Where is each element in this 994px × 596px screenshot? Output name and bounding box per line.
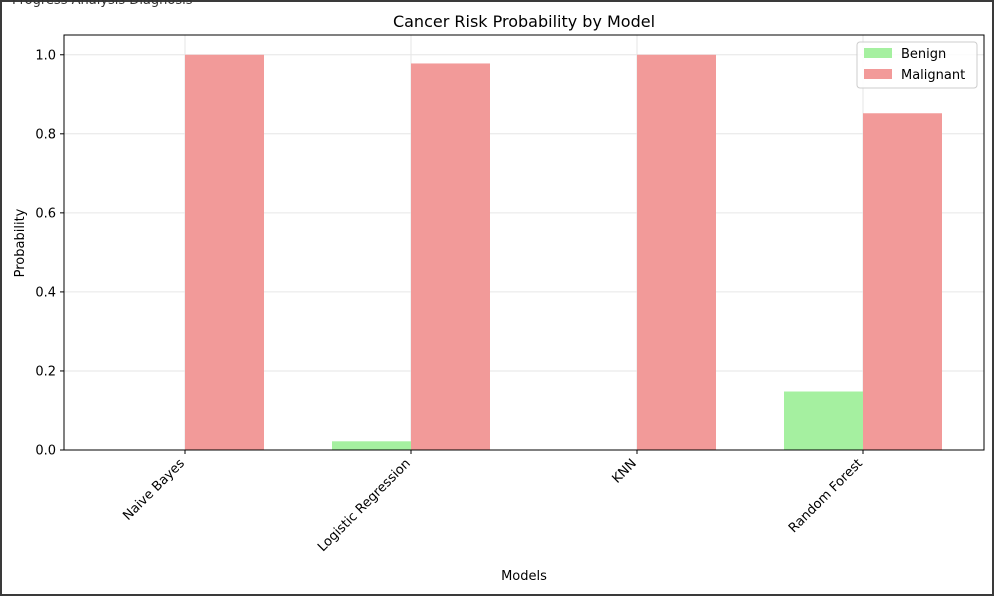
legend-swatch-malignant [864,69,892,79]
y-axis-label: Probability [13,208,28,277]
legend: Benign Malignant [856,41,978,89]
y-tick-label: 0.6 [35,206,56,221]
bar-benign-random-forest [784,391,863,450]
y-axis-ticks: 0.0 0.2 0.4 0.6 0.8 1.0 [35,48,64,459]
y-tick-label: 0.4 [35,285,56,300]
y-tick-label: 0.8 [35,127,56,142]
y-tick-label: 1.0 [35,48,56,63]
legend-label-malignant: Malignant [901,68,965,83]
x-axis-ticks: Naive Bayes Logistic Regression KNN Random … [120,450,866,555]
bar-malignant-knn [637,54,716,451]
chart-title: Cancer Risk Probability by Model [393,12,655,31]
legend-swatch-benign [864,48,892,58]
y-tick-label: 0.0 [35,444,56,459]
bar-malignant-random-forest [863,113,942,450]
x-tick-label: Naive Bayes [120,456,188,524]
bars [185,54,942,451]
plot-frame [63,34,985,451]
clipped-caption: Progress Analysis Diagnosis [12,0,193,8]
bar-malignant-naive-bayes [185,54,264,451]
legend-label-benign: Benign [901,47,946,62]
y-tick-label: 0.2 [35,364,56,379]
bar-malignant-logistic-regression [411,63,490,450]
x-tick-label: KNN [609,456,639,486]
x-axis-label: Models [501,569,547,584]
bar-benign-logistic-regression [332,441,411,450]
x-tick-label: Random Forest [786,456,866,536]
x-tick-label: Logistic Regression [315,456,414,555]
